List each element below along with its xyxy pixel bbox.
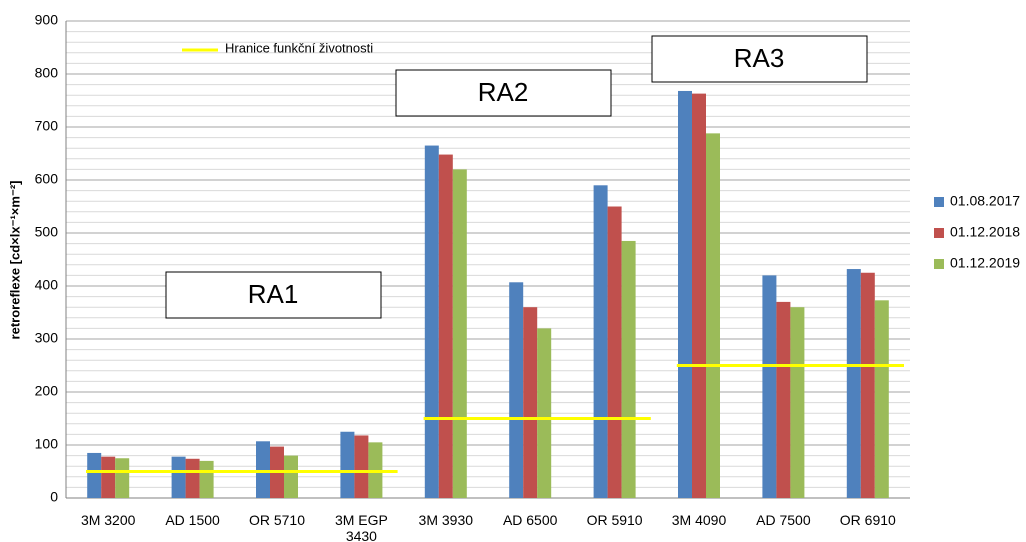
x-tick-label: OR 5710: [248, 512, 306, 528]
bar: [256, 441, 270, 498]
group-label: RA2: [478, 77, 529, 107]
bar: [424, 145, 439, 499]
group-box: [395, 69, 612, 117]
bar: [692, 93, 706, 499]
y-tick-label: 0: [50, 489, 58, 505]
bar: [762, 275, 777, 498]
bar: [101, 456, 116, 498]
bar: [340, 431, 355, 498]
bar: [706, 133, 720, 499]
x-tick-label: OR 6910: [839, 512, 896, 528]
y-tick-label: 500: [35, 224, 59, 240]
bar: [776, 301, 791, 498]
y-tick-label: 800: [35, 65, 59, 81]
bar: [185, 458, 200, 498]
bar: [87, 452, 102, 498]
y-tick-label: 600: [35, 171, 59, 187]
group-box: [165, 271, 382, 319]
bar: [509, 282, 524, 498]
group-label: RA1: [248, 279, 299, 309]
legend-swatch: [934, 259, 944, 269]
y-tick-label: 100: [35, 436, 59, 452]
bar: [523, 307, 538, 498]
x-tick-label: 3M 3200: [80, 512, 136, 528]
legend-threshold-label: Hranice funkční životnosti: [225, 40, 373, 55]
legend-label: 01.12.2018: [950, 224, 1020, 240]
bar: [874, 300, 889, 498]
bar: [452, 169, 467, 498]
y-tick-label: 900: [35, 12, 59, 28]
x-tick-label: 3M 4090: [671, 512, 727, 528]
x-tick-label: AD 1500: [165, 512, 220, 528]
legend-label: 01.08.2017: [950, 193, 1020, 209]
x-tick-label: AD 7500: [756, 512, 811, 528]
x-tick-label: 3M 3930: [418, 512, 474, 528]
legend-swatch: [934, 197, 944, 207]
y-tick-label: 700: [35, 118, 59, 134]
x-tick-label: OR 5910: [586, 512, 643, 528]
group-box: [651, 35, 868, 83]
bar: [537, 328, 552, 498]
bar: [790, 307, 805, 498]
y-tick-label: 400: [35, 277, 59, 293]
x-tick-label: AD 6500: [502, 512, 558, 528]
bar: [593, 185, 608, 499]
bar: [199, 460, 214, 498]
y-axis-label: retroreflexe [cd×lx⁻¹×m⁻²]: [7, 181, 22, 340]
legend-label: 01.12.2019: [950, 255, 1020, 271]
bar: [354, 435, 369, 498]
bar: [284, 455, 298, 498]
group-label: RA3: [734, 43, 785, 73]
x-tick-label: 3M EGP 3430: [334, 512, 388, 542]
bar: [171, 456, 186, 498]
bar: [860, 272, 875, 498]
bar: [678, 90, 692, 499]
bar: [115, 458, 130, 498]
y-tick-label: 200: [35, 383, 59, 399]
bar: [846, 269, 861, 498]
bar: [438, 154, 453, 498]
legend-swatch: [934, 228, 944, 238]
bar: [621, 240, 636, 498]
bar: [607, 206, 622, 498]
y-tick-label: 300: [35, 330, 59, 346]
